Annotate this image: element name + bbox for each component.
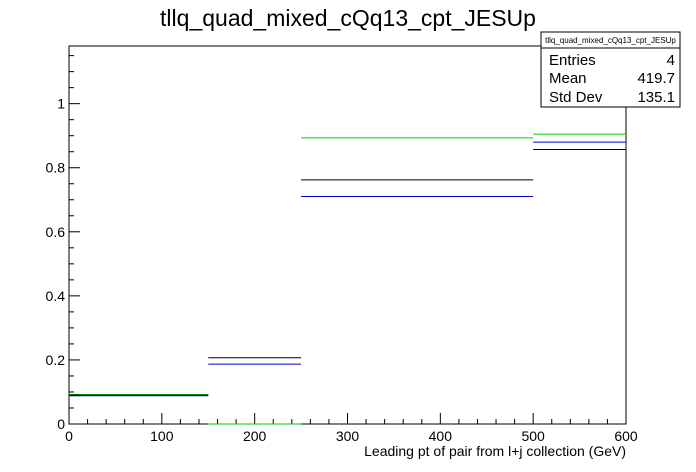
stats-box: tllq_quad_mixed_cQq13_cpt_JESUp Entries … (540, 31, 681, 108)
x-tick-label: 400 (429, 428, 453, 444)
x-tick-label: 0 (65, 428, 73, 444)
y-tick-label: 0.2 (46, 352, 66, 368)
x-tick-label: 200 (243, 428, 267, 444)
stats-box-title: tllq_quad_mixed_cQq13_cpt_JESUp (545, 36, 676, 45)
y-tick-label: 0.8 (46, 160, 66, 176)
stats-mean-label: Mean (549, 70, 587, 87)
x-axis-label: Leading pt of pair from l+j collection (… (364, 443, 626, 459)
chart-title: tllq_quad_mixed_cQq13_cpt_JESUp (160, 5, 536, 31)
y-axis: 0 0.2 0.4 0.6 0.8 1 (46, 55, 80, 432)
x-tick-label: 600 (614, 428, 638, 444)
stats-entries-label: Entries (549, 52, 596, 69)
x-axis: 0 100 200 300 400 500 600 (65, 413, 638, 444)
x-tick-label: 500 (521, 428, 545, 444)
series-layer (69, 133, 626, 425)
stats-stddev-value: 135.1 (637, 89, 675, 106)
x-tick-label: 300 (336, 428, 360, 444)
y-tick-label: 0 (57, 416, 65, 432)
x-tick-label: 100 (150, 428, 174, 444)
stats-stddev-label: Std Dev (549, 89, 603, 106)
stats-entries-value: 4 (667, 52, 675, 69)
y-tick-label: 1 (57, 96, 65, 112)
stats-mean-value: 419.7 (637, 70, 675, 87)
y-tick-label: 0.6 (46, 224, 66, 240)
y-tick-label: 0.4 (46, 288, 66, 304)
stats-box-frame (540, 31, 681, 108)
